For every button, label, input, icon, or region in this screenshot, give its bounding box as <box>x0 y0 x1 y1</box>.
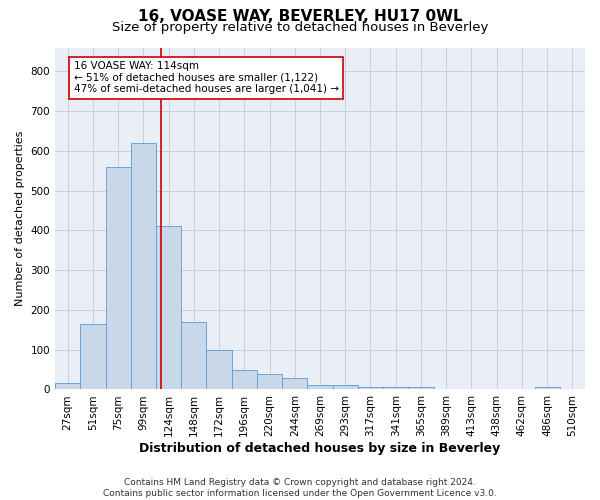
Bar <box>206 350 232 390</box>
Bar <box>358 386 383 390</box>
Bar <box>409 388 434 390</box>
Bar <box>106 167 131 390</box>
Bar <box>232 370 257 390</box>
Bar <box>156 226 181 390</box>
Y-axis label: Number of detached properties: Number of detached properties <box>15 131 25 306</box>
Bar <box>131 143 156 390</box>
Bar <box>181 322 206 390</box>
Text: Contains HM Land Registry data © Crown copyright and database right 2024.
Contai: Contains HM Land Registry data © Crown c… <box>103 478 497 498</box>
Bar <box>434 388 459 390</box>
Bar <box>80 324 106 390</box>
Bar <box>282 378 307 390</box>
Bar <box>332 386 358 390</box>
Text: Size of property relative to detached houses in Beverley: Size of property relative to detached ho… <box>112 22 488 35</box>
Text: 16 VOASE WAY: 114sqm
← 51% of detached houses are smaller (1,122)
47% of semi-de: 16 VOASE WAY: 114sqm ← 51% of detached h… <box>74 61 338 94</box>
Bar <box>257 374 282 390</box>
Bar <box>55 384 80 390</box>
Bar <box>307 386 332 390</box>
X-axis label: Distribution of detached houses by size in Beverley: Distribution of detached houses by size … <box>139 442 500 455</box>
Text: 16, VOASE WAY, BEVERLEY, HU17 0WL: 16, VOASE WAY, BEVERLEY, HU17 0WL <box>137 9 463 24</box>
Bar <box>535 388 560 390</box>
Bar <box>383 388 409 390</box>
